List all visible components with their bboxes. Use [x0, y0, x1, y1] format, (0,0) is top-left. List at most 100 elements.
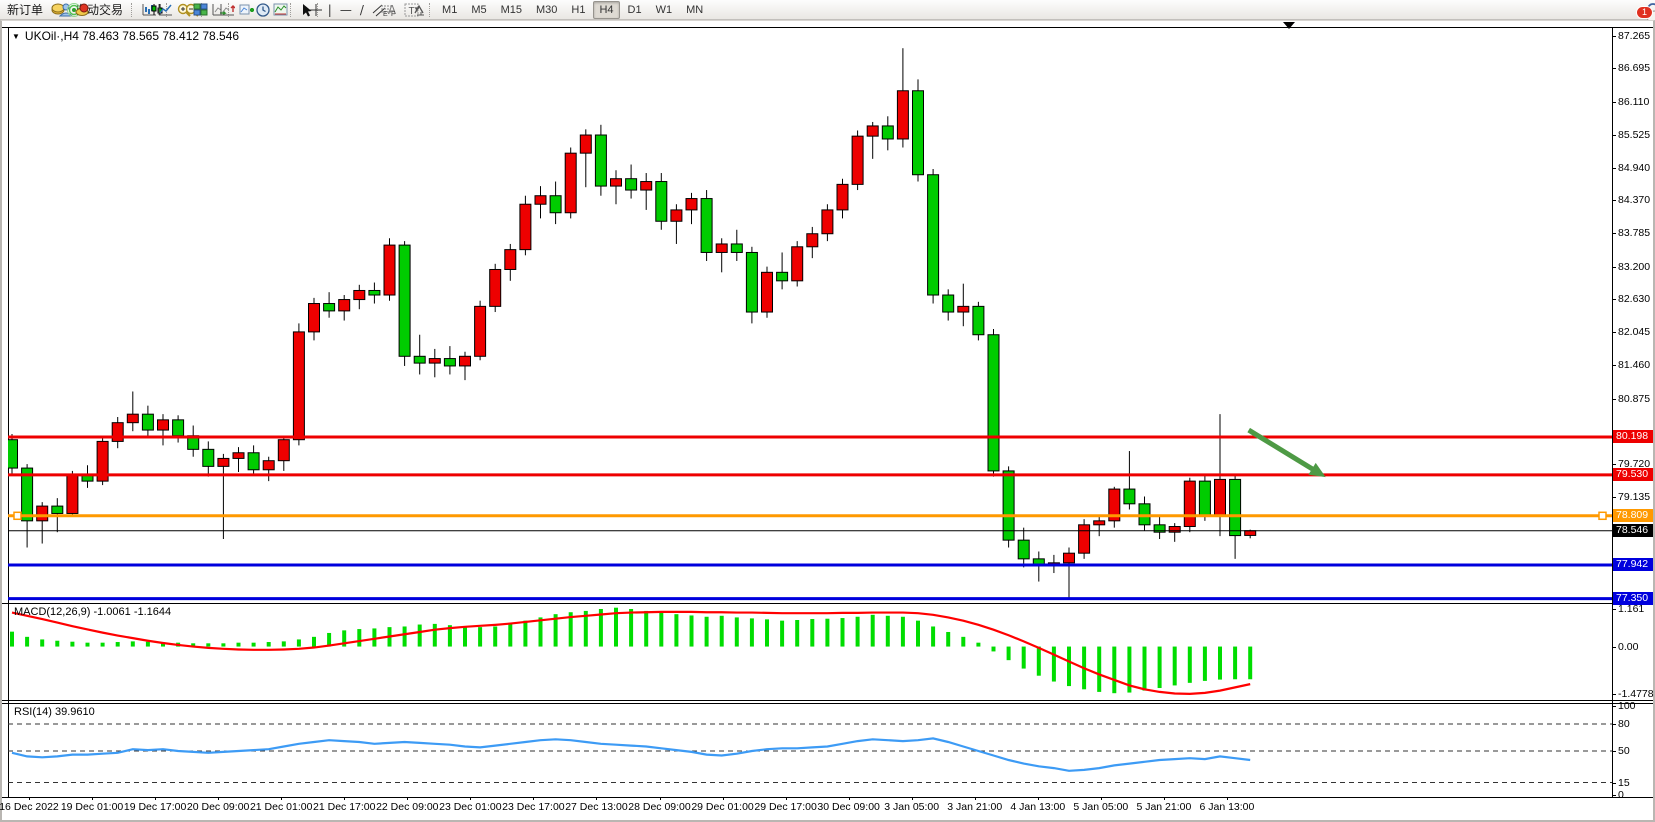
rsi-axis-label: 15: [1618, 776, 1630, 789]
date-axis-label: 27 Dec 13:00: [565, 801, 628, 813]
candle-body: [443, 358, 456, 367]
periods-button[interactable]: ▼: [252, 1, 270, 19]
macd-histogram-bar: [583, 610, 588, 647]
candle-body: [1017, 539, 1030, 560]
clock-icon: [256, 2, 270, 17]
candle-body: [126, 413, 139, 424]
vertical-line-tool-button[interactable]: |: [324, 1, 336, 19]
candle-body: [141, 413, 154, 431]
new-order-button[interactable]: 新订单: [3, 1, 47, 19]
arrow-shapes-icon: [414, 4, 425, 16]
timeframe-button-w1[interactable]: W1: [655, 3, 673, 16]
macd-panel-canvas[interactable]: [8, 604, 1612, 700]
price-axis-label: 81.460: [1618, 359, 1651, 372]
date-axis-tick: [1226, 797, 1228, 800]
timeframe-button-m15[interactable]: M15: [500, 3, 522, 16]
macd-histogram-bar: [161, 642, 165, 647]
macd-axis-label: -1.4778: [1618, 688, 1654, 701]
date-axis-tick: [92, 797, 94, 800]
macd-histogram-bar: [236, 642, 241, 647]
label-tool-button[interactable]: T: [400, 1, 419, 19]
timeframe-button-mn[interactable]: MN: [686, 3, 704, 16]
toolbar-separator: [289, 2, 293, 17]
macd-histogram-bar: [508, 623, 513, 647]
rsi-panel-canvas[interactable]: [8, 704, 1612, 797]
zoom-in-button[interactable]: [173, 1, 191, 19]
macd-histogram-bar: [780, 620, 785, 647]
date-axis-tick: [155, 797, 157, 800]
timeframe-button-m30[interactable]: M30: [536, 3, 558, 16]
chart-shift-marker-icon[interactable]: [1283, 22, 1295, 29]
indicators-button[interactable]: ▼: [235, 1, 255, 19]
candle-body: [625, 178, 638, 191]
timeframe-button-m5[interactable]: M5: [471, 3, 487, 16]
candle-body: [1168, 526, 1181, 533]
arrows-tool-button[interactable]: ▼: [408, 1, 425, 19]
horizontal-line-tool-button[interactable]: —: [336, 1, 356, 19]
rsi-indicator-label: RSI(14) 39.9610: [14, 706, 95, 718]
svg-text:F: F: [391, 11, 395, 17]
macd-histogram-bar: [870, 614, 875, 647]
price-axis-label: 86.695: [1618, 62, 1651, 75]
macd-histogram-bar: [25, 636, 30, 647]
candle-body: [594, 134, 607, 187]
macd-histogram-bar: [1097, 646, 1102, 692]
macd-histogram-bar: [885, 615, 890, 647]
candle-body: [232, 452, 245, 459]
trendline-tool-button[interactable]: /: [356, 1, 368, 19]
main-chart-canvas[interactable]: [8, 28, 1612, 603]
deposit-icon[interactable]: [47, 1, 65, 19]
svg-text:T: T: [409, 6, 415, 17]
new-order-label: 新订单: [7, 3, 44, 17]
bar-chart-mode-button[interactable]: [138, 1, 157, 19]
fibonacci-icon: F: [380, 5, 395, 17]
candle-body: [610, 178, 622, 187]
macd-histogram-bar: [1172, 646, 1177, 686]
candle-body: [1123, 488, 1136, 505]
horizontal-line-icon: —: [339, 2, 352, 17]
hline-left-handle[interactable]: [13, 511, 22, 521]
candle-body: [157, 419, 169, 431]
equidistant-channel-tool-button[interactable]: E: [368, 1, 388, 19]
timeframe-button-d1[interactable]: D1: [627, 3, 642, 16]
symbol-dropdown-icon[interactable]: ▼: [12, 31, 20, 41]
auto-scroll-button[interactable]: [208, 1, 227, 19]
trend-arrow-annotation[interactable]: [1247, 427, 1317, 474]
date-axis-label: 4 Jan 13:00: [1010, 801, 1066, 813]
toolbar-separator: [429, 2, 432, 17]
price-line-badge: 77.350: [1613, 592, 1653, 606]
line-chart-mode-button[interactable]: [154, 1, 173, 19]
timeframe-button-h1[interactable]: H1: [571, 3, 586, 16]
auto-trading-button[interactable]: 自动交易: [71, 1, 127, 19]
crosshair-tool-button[interactable]: [305, 1, 322, 19]
date-axis-label: 30 Dec 09:00: [817, 801, 880, 813]
timeframe-button-h4[interactable]: H4: [593, 0, 620, 19]
templates-button[interactable]: ▼: [269, 1, 288, 19]
candle-body: [323, 303, 336, 312]
candle-body: [398, 244, 411, 357]
fibonacci-tool-button[interactable]: F: [376, 1, 395, 19]
macd-histogram-bar: [916, 620, 920, 647]
date-axis-tick: [848, 797, 850, 800]
hline-right-handle[interactable]: [1598, 511, 1607, 521]
price-axis-label: 82.045: [1618, 326, 1651, 339]
chart-shift-icon: [220, 4, 236, 16]
cursor-tool-button[interactable]: [297, 1, 312, 19]
tile-windows-icon: [193, 3, 208, 16]
candle-body: [1229, 478, 1242, 537]
timeframe-button-m1[interactable]: M1: [442, 3, 458, 16]
text-tool-button[interactable]: A: [384, 1, 400, 19]
add-indicator-icon: [239, 4, 255, 14]
macd-histogram-bar: [538, 617, 543, 647]
price-axis-label: 84.370: [1618, 194, 1651, 207]
date-axis-label: 16 Dec 2022: [0, 801, 59, 813]
macd-histogram-bar: [327, 632, 332, 647]
macd-histogram-bar: [629, 608, 634, 647]
candle-body: [1093, 520, 1106, 526]
macd-indicator-label: MACD(12,26,9) -1.0061 -1.1644: [14, 606, 172, 618]
chart-shift-button[interactable]: [216, 1, 236, 19]
date-axis-tick: [1100, 797, 1102, 800]
tile-windows-button[interactable]: [189, 1, 208, 19]
rsi-axis-tick: [1612, 724, 1616, 725]
rsi-axis-tick: [1612, 706, 1616, 707]
